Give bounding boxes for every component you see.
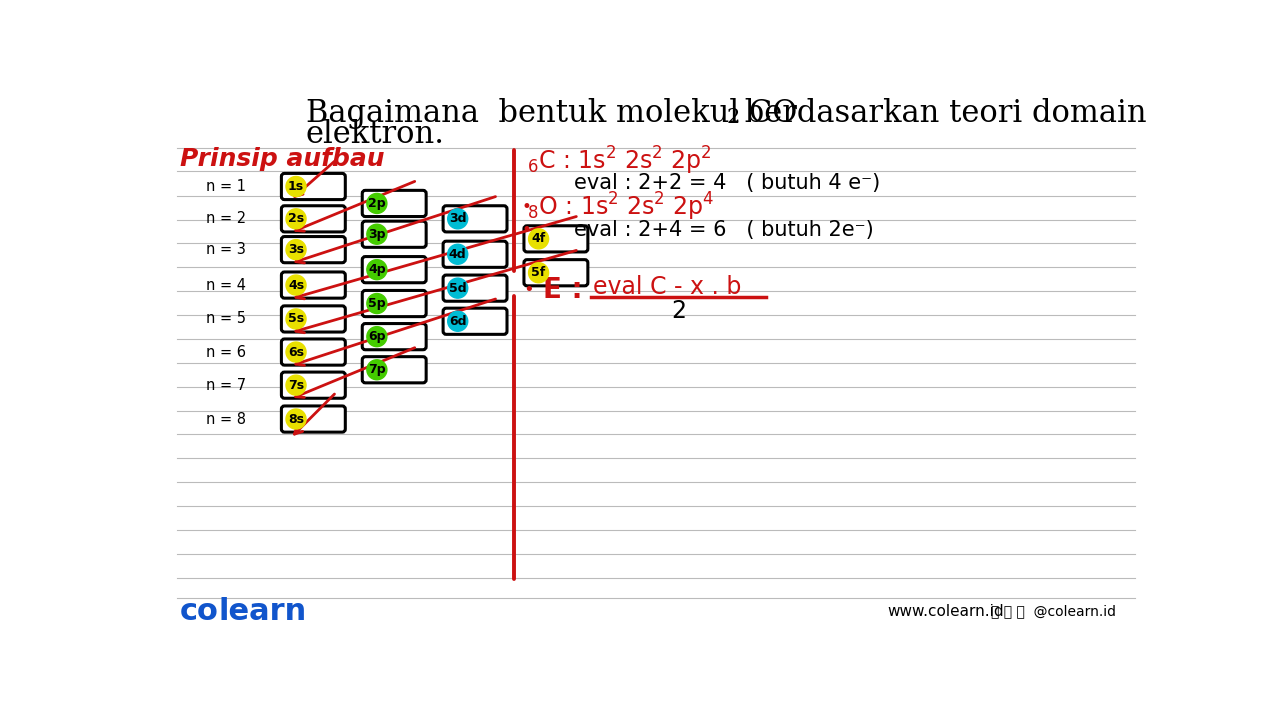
- Circle shape: [448, 278, 467, 298]
- FancyBboxPatch shape: [362, 190, 426, 217]
- Circle shape: [367, 260, 387, 279]
- Text: eval C - x . b: eval C - x . b: [593, 274, 741, 299]
- Circle shape: [285, 309, 306, 329]
- Circle shape: [367, 360, 387, 379]
- Text: n = 6: n = 6: [206, 345, 246, 359]
- FancyBboxPatch shape: [282, 272, 346, 298]
- Text: n = 4: n = 4: [206, 277, 246, 292]
- FancyBboxPatch shape: [362, 290, 426, 317]
- FancyBboxPatch shape: [362, 323, 426, 350]
- Text: n = 2: n = 2: [206, 212, 246, 226]
- Circle shape: [367, 294, 387, 313]
- Text:     @colearn.id:    @colearn.id: [991, 605, 1116, 618]
- Text: $_6$C : 1s$^2$ 2s$^2$ 2p$^2$: $_6$C : 1s$^2$ 2s$^2$ 2p$^2$: [527, 145, 712, 177]
- Text: n = 5: n = 5: [206, 312, 246, 326]
- Circle shape: [285, 240, 306, 260]
- Text: n = 7: n = 7: [206, 378, 246, 392]
- Circle shape: [367, 224, 387, 244]
- Text: 3s: 3s: [288, 243, 305, 256]
- Circle shape: [448, 311, 467, 331]
- Text: eval : 2+2 = 4   ( butuh 4 e⁻): eval : 2+2 = 4 ( butuh 4 e⁻): [573, 173, 879, 193]
- Text: 4d: 4d: [449, 248, 466, 261]
- Text: www.colearn.id: www.colearn.id: [887, 604, 1004, 619]
- FancyBboxPatch shape: [524, 226, 588, 252]
- Text: n = 1: n = 1: [206, 179, 246, 194]
- Text: $_8$O : 1s$^2$ 2s$^2$ 2p$^4$: $_8$O : 1s$^2$ 2s$^2$ 2p$^4$: [527, 192, 716, 223]
- Text: Bagaimana  bentuk molekul CO: Bagaimana bentuk molekul CO: [306, 98, 797, 129]
- Circle shape: [285, 375, 306, 395]
- Text: 5d: 5d: [449, 282, 466, 294]
- Circle shape: [448, 209, 467, 229]
- Text: 2p: 2p: [369, 197, 385, 210]
- Text: 4s: 4s: [288, 279, 305, 292]
- FancyBboxPatch shape: [282, 206, 346, 232]
- Text: n = 3: n = 3: [206, 242, 246, 257]
- Text: 5s: 5s: [288, 312, 305, 325]
- Text: 2: 2: [671, 300, 686, 323]
- FancyBboxPatch shape: [362, 221, 426, 248]
- Circle shape: [285, 176, 306, 197]
- Circle shape: [285, 209, 306, 229]
- Text: •: •: [521, 198, 531, 216]
- FancyBboxPatch shape: [443, 241, 507, 267]
- Circle shape: [367, 194, 387, 213]
- Text: •: •: [521, 221, 531, 239]
- Circle shape: [529, 263, 549, 283]
- Circle shape: [529, 229, 549, 249]
- FancyBboxPatch shape: [362, 256, 426, 283]
- FancyBboxPatch shape: [443, 308, 507, 334]
- Text: 6d: 6d: [449, 315, 466, 328]
- Text: eval : 2+4 = 6   ( butuh 2e⁻): eval : 2+4 = 6 ( butuh 2e⁻): [573, 220, 873, 240]
- Circle shape: [285, 342, 306, 362]
- FancyBboxPatch shape: [282, 174, 346, 199]
- Text: 5p: 5p: [369, 297, 385, 310]
- Circle shape: [285, 275, 306, 295]
- Text: 3p: 3p: [369, 228, 385, 240]
- Text: 2s: 2s: [288, 212, 305, 225]
- Text: E :: E :: [543, 276, 582, 305]
- Text: 4f: 4f: [531, 233, 545, 246]
- FancyBboxPatch shape: [282, 372, 346, 398]
- Text: 7s: 7s: [288, 379, 305, 392]
- Text: elektron.: elektron.: [306, 120, 444, 150]
- Text: 8s: 8s: [288, 413, 305, 426]
- Text: 6p: 6p: [369, 330, 385, 343]
- Text: 3d: 3d: [449, 212, 466, 225]
- Text: n = 8: n = 8: [206, 412, 246, 426]
- Circle shape: [448, 244, 467, 264]
- Text: berdasarkan teori domain: berdasarkan teori domain: [735, 98, 1147, 129]
- Text: 1s: 1s: [288, 180, 305, 193]
- FancyBboxPatch shape: [443, 206, 507, 232]
- Text: Prinsip aufbau: Prinsip aufbau: [180, 147, 384, 171]
- FancyBboxPatch shape: [282, 406, 346, 432]
- Circle shape: [367, 327, 387, 346]
- FancyBboxPatch shape: [282, 237, 346, 263]
- Text: 2: 2: [726, 108, 740, 127]
- Text: 5f: 5f: [531, 266, 545, 279]
- FancyBboxPatch shape: [282, 339, 346, 365]
- Text: 7p: 7p: [369, 364, 385, 377]
- Text: 6s: 6s: [288, 346, 305, 359]
- Text: co: co: [180, 597, 219, 626]
- FancyBboxPatch shape: [282, 306, 346, 332]
- FancyBboxPatch shape: [362, 356, 426, 383]
- FancyBboxPatch shape: [443, 275, 507, 301]
- Circle shape: [285, 409, 306, 429]
- FancyBboxPatch shape: [524, 260, 588, 286]
- Text: •: •: [524, 282, 534, 300]
- Text: 4p: 4p: [369, 263, 385, 276]
- Text: learn: learn: [219, 597, 307, 626]
